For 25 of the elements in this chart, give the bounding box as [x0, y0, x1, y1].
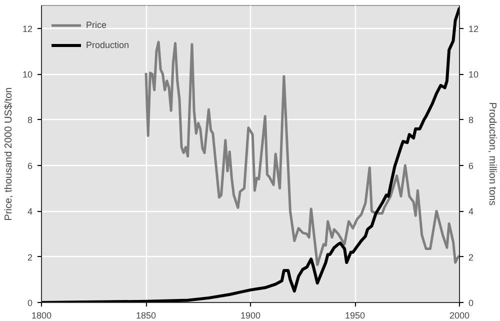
- y-tick-label: 12: [22, 24, 33, 34]
- y2-tick-label: 2: [468, 252, 474, 262]
- y2-tick-label: 4: [468, 206, 474, 217]
- y2-tick-label: 8: [468, 115, 474, 126]
- y-tick-label: 8: [27, 115, 33, 126]
- y-tick-label: 4: [27, 206, 33, 217]
- x-tick-label: 1850: [136, 310, 156, 320]
- x-tick-label: 1950: [344, 310, 366, 320]
- legend-label: Production: [86, 40, 130, 50]
- x-tick-label: 1800: [31, 310, 52, 320]
- line-series: [144, 40, 460, 266]
- y2-axis-title: Production, million tons: [486, 102, 498, 206]
- y2-tick-label: 0: [468, 298, 474, 308]
- x-tick-label: 1900: [240, 310, 261, 320]
- y-tick-label: 6: [27, 160, 33, 171]
- x-tick-label: 2000: [449, 310, 470, 320]
- y2-tick-label: 10: [468, 70, 479, 80]
- y-tick-label: 2: [27, 252, 33, 262]
- y2-tick-label: 6: [468, 160, 474, 171]
- y-tick-label: 0: [27, 298, 33, 308]
- legend-label: Price: [86, 20, 107, 30]
- line-series: [42, 6, 460, 302]
- y2-tick-label: 12: [468, 24, 479, 34]
- y-axis-title: Price, thousand 2000 US$/ton: [3, 87, 14, 221]
- y-tick-label: 10: [22, 70, 33, 80]
